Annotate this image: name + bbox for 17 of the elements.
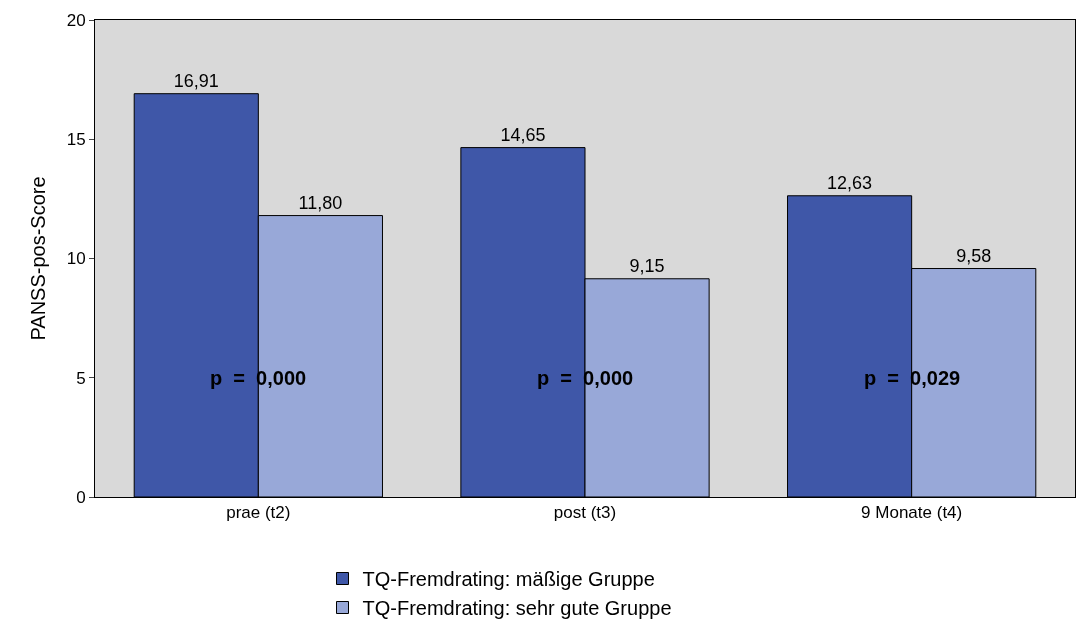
- y-tick-label: 15: [66, 130, 86, 150]
- data-label: 11,80: [298, 192, 343, 213]
- legend-label: TQ-Fremdrating: sehr gute Gruppe: [362, 597, 672, 620]
- x-tick-label: 9 Monate (t4): [861, 503, 963, 523]
- x-tick-label: prae (t2): [226, 503, 291, 523]
- data-label: 12,63: [827, 172, 873, 193]
- y-tick-label: 10: [66, 249, 86, 269]
- data-label: 16,91: [173, 70, 219, 91]
- legend-label: TQ-Fremdrating: mäßige Gruppe: [362, 568, 655, 591]
- y-axis-title: PANSS-pos-Score: [27, 176, 50, 341]
- data-label: 9,58: [956, 245, 992, 266]
- y-tick-label: 0: [76, 487, 86, 507]
- y-tick-label: 20: [66, 10, 86, 30]
- y-tick-label: 5: [76, 368, 86, 388]
- x-tick-label: post (t3): [553, 503, 617, 523]
- data-label: 9,15: [629, 255, 665, 276]
- data-label: 14,65: [500, 124, 546, 145]
